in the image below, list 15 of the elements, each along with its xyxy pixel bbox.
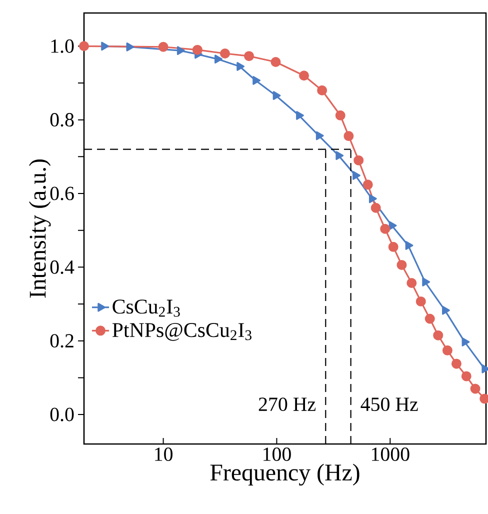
x-tick-label: 100 <box>264 448 291 461</box>
y-tick-label: 1.0 <box>51 39 74 53</box>
ref-line-label: 270 Hz <box>258 398 316 411</box>
y-tick-label: 0.6 <box>50 186 74 200</box>
y-tick-label: 0.2 <box>50 334 74 348</box>
x-axis-title: Frequency (Hz) <box>210 464 360 486</box>
x-tick-label: 1000 <box>372 448 410 461</box>
legend-label: CsCu$_{2}$I$_{3}$ <box>112 300 180 317</box>
ref-line-label: 450 Hz <box>360 398 418 411</box>
y-tick-label: 0.4 <box>50 260 74 274</box>
legend-label: PtNPs@CsCu$_{2}$I$_{3}$ <box>112 322 252 341</box>
y-tick-label: 0.0 <box>50 408 74 422</box>
y-tick-label: 0.8 <box>50 113 74 127</box>
x-tick-label: 10 <box>155 448 172 461</box>
y-axis-title: Intensity (a.u.) <box>28 160 51 298</box>
